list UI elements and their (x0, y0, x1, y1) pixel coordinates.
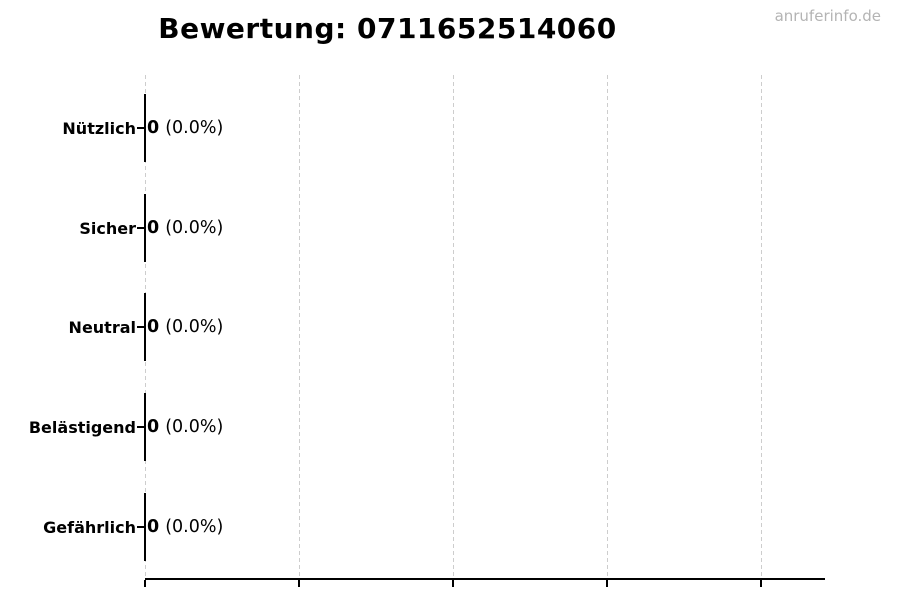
value-label: 0 (0.0%) (147, 277, 223, 377)
value-count: 0 (147, 118, 160, 138)
x-gridline (607, 75, 608, 580)
category-row: Neutral 0 (0.0%) (0, 277, 900, 377)
category-label: Neutral (68, 317, 136, 337)
category-label: Nützlich (62, 118, 136, 138)
value-label: 0 (0.0%) (147, 78, 223, 178)
value-count: 0 (147, 417, 160, 437)
category-row: Belästigend 0 (0.0%) (0, 377, 900, 477)
bar-zero-width (144, 393, 146, 461)
x-axis-tick (144, 580, 146, 587)
value-percent: (0.0%) (165, 218, 224, 238)
value-count: 0 (147, 517, 160, 537)
bar-zero-width (144, 293, 146, 361)
x-axis-tick (452, 580, 454, 587)
x-axis-tick (606, 580, 608, 587)
x-axis-tick (760, 580, 762, 587)
value-label: 0 (0.0%) (147, 477, 223, 577)
x-axis-line (145, 578, 825, 580)
value-percent: (0.0%) (165, 317, 224, 337)
category-row: Gefährlich 0 (0.0%) (0, 477, 900, 577)
value-label: 0 (0.0%) (147, 178, 223, 278)
y-axis-tick (137, 526, 145, 528)
bar-zero-width (144, 194, 146, 262)
category-label: Gefährlich (43, 517, 136, 537)
value-percent: (0.0%) (165, 417, 224, 437)
x-axis-tick (298, 580, 300, 587)
bar-zero-width (144, 94, 146, 162)
category-label: Belästigend (28, 417, 136, 437)
value-percent: (0.0%) (165, 517, 224, 537)
x-gridline (761, 75, 762, 580)
x-gridline (299, 75, 300, 580)
value-count: 0 (147, 317, 160, 337)
y-axis-tick (137, 426, 145, 428)
y-axis-tick (137, 127, 145, 129)
value-count: 0 (147, 218, 160, 238)
y-axis-tick (137, 227, 145, 229)
value-label: 0 (0.0%) (147, 377, 223, 477)
y-axis-tick (137, 326, 145, 328)
category-row: Sicher 0 (0.0%) (0, 178, 900, 278)
bar-zero-width (144, 493, 146, 561)
x-gridline (453, 75, 454, 580)
category-row: Nützlich 0 (0.0%) (0, 78, 900, 178)
watermark-text: anruferinfo.de (774, 7, 881, 25)
category-label: Sicher (79, 218, 136, 238)
value-percent: (0.0%) (165, 118, 224, 138)
chart-title: Bewertung: 0711652514060 (158, 12, 617, 45)
